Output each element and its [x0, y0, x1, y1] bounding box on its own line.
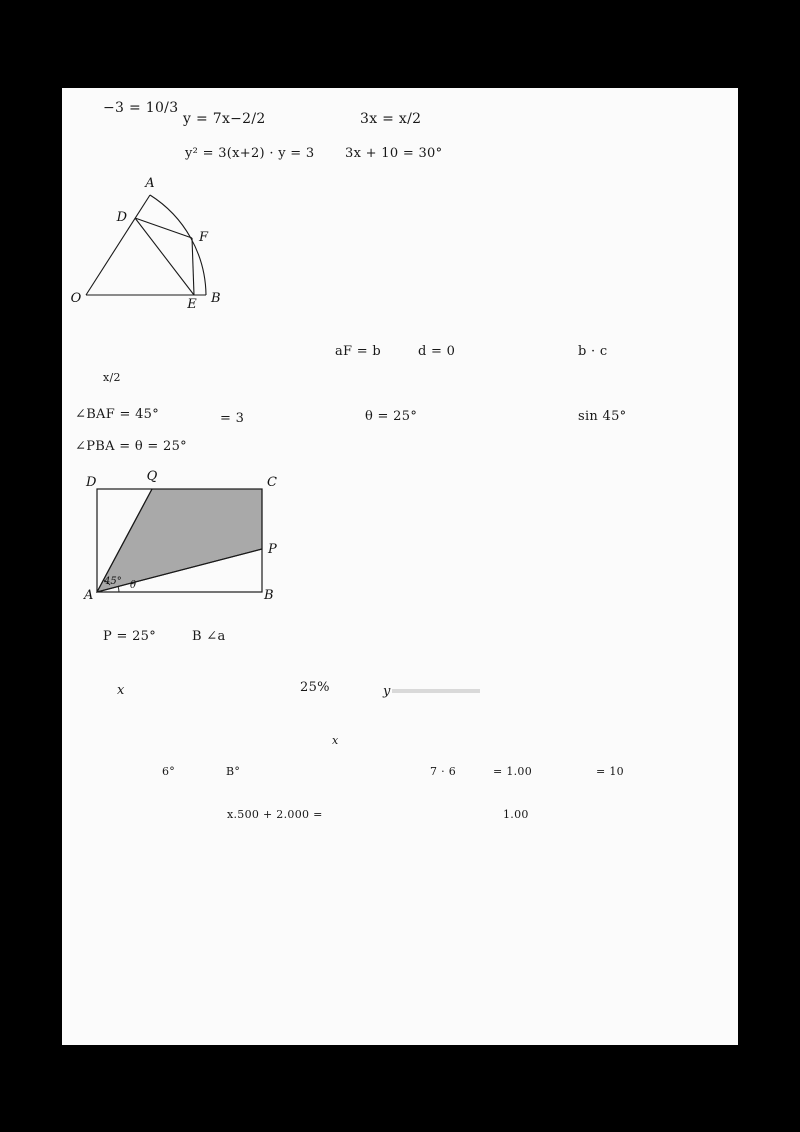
math-fragment: 3x + 10 = 30°: [345, 146, 443, 161]
math-fragment: = 10: [596, 765, 624, 778]
math-fragment: y = 7x−2/2: [183, 111, 266, 127]
theta-angle-arc: [117, 585, 120, 593]
angle-45-arc: [102, 579, 111, 586]
math-fragment: ∠BAF = 45°: [75, 407, 160, 422]
math-fragment: b · c: [578, 344, 608, 359]
point-label-F: F: [198, 230, 209, 245]
math-fragment: 6°: [162, 765, 176, 778]
blank-underline: [392, 689, 480, 693]
math-fragment: y² = 3(x+2) · y = 3: [185, 146, 315, 161]
math-fragment: B°: [226, 765, 241, 778]
math-fragment: y: [383, 684, 391, 699]
point-label-B: B: [210, 291, 221, 306]
math-fragment: x/2: [103, 371, 121, 384]
segment-OA: [85, 194, 151, 296]
math-fragment: 25%: [300, 680, 330, 695]
point-label-A: A: [83, 588, 93, 603]
math-fragment: P = 25°: [103, 629, 157, 644]
math-fragment: x: [332, 734, 339, 747]
math-fragment: = 3: [220, 411, 245, 426]
segment-DF: [134, 217, 193, 239]
theta-label: θ: [130, 580, 136, 591]
angle-45-label: 45°: [103, 576, 122, 587]
point-label-Q: Q: [147, 469, 158, 484]
math-fragment: ∠PBA = θ = 25°: [75, 439, 187, 454]
segment-DE: [134, 217, 195, 296]
math-fragment: x: [117, 683, 125, 698]
math-fragment: x.500 + 2.000 =: [227, 808, 323, 821]
math-fragment: −3 = 10/3: [103, 100, 179, 116]
segment-AQ: [96, 488, 153, 593]
math-fragment: 1.00: [503, 808, 529, 821]
arc-AB: [149, 194, 207, 296]
math-fragment: sin 45°: [578, 409, 627, 424]
segment-AP: [96, 548, 263, 593]
math-fragment: B ∠a: [192, 629, 226, 644]
shaded-region: [95, 488, 263, 593]
point-label-D: D: [85, 475, 97, 490]
math-fragment: θ = 25°: [365, 409, 418, 424]
figure-quarter-circle: A D F O E B: [71, 176, 221, 312]
point-label-B: B: [263, 588, 274, 603]
figure-rectangle: D Q C P A B 45° θ: [83, 469, 277, 603]
math-fragment: 3x = x/2: [360, 111, 422, 127]
point-label-D: D: [116, 210, 128, 225]
math-fragment: aF = b: [335, 344, 382, 359]
point-label-C: C: [267, 475, 277, 490]
rectangle-ABCD: [96, 488, 263, 593]
segment-FE: [191, 237, 195, 296]
point-label-A: A: [144, 176, 154, 191]
point-label-P: P: [267, 542, 277, 557]
math-fragment: 7 · 6: [430, 765, 456, 778]
math-fragment: = 1.00: [493, 765, 533, 778]
math-fragment: d = 0: [418, 344, 456, 359]
point-label-O: O: [71, 291, 82, 306]
point-label-E: E: [186, 297, 197, 312]
